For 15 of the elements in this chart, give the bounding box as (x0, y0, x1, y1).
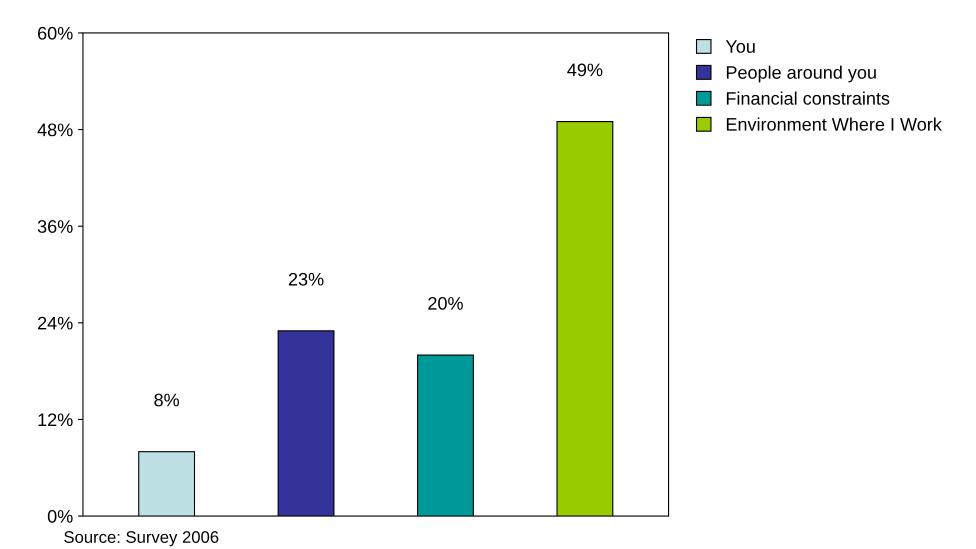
source-note: Source: Survey 2006 (64, 531, 218, 546)
y-tick-label: 24% (38, 316, 73, 330)
legend-label: People around you (726, 66, 876, 82)
legend-label: You (726, 40, 755, 53)
y-tick-label: 36% (38, 220, 73, 233)
data-label: 23% (288, 272, 324, 286)
legend-label: Financial constraints (726, 92, 890, 105)
data-label: 20% (428, 297, 463, 310)
y-tick-label: 0% (48, 510, 73, 523)
y-tick-label: 12% (38, 413, 73, 426)
y-tick-label: 60% (38, 26, 73, 40)
data-label: 8% (154, 394, 180, 406)
y-tick-label: 48% (38, 124, 73, 136)
data-label: 49% (567, 63, 602, 76)
legend-label: Environment Where I Work (726, 117, 942, 131)
